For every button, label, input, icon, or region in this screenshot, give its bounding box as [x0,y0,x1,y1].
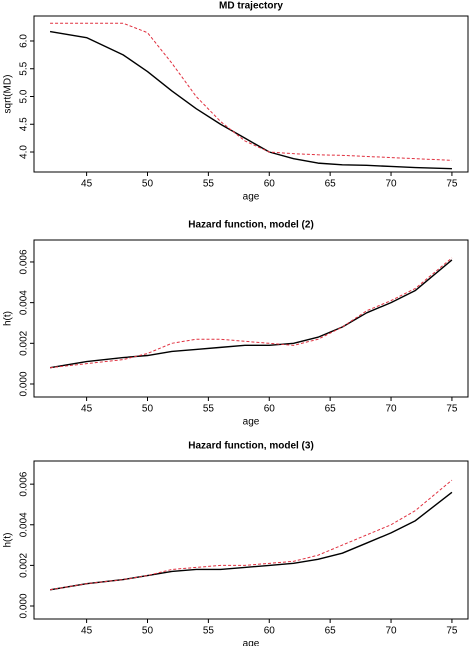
y-tick-label: 0.004 [19,512,30,537]
x-tick-label: 65 [325,404,337,415]
series-line [50,22,452,161]
x-tick-label: 75 [446,626,458,637]
chart-title: Hazard function, model (2) [188,220,314,231]
x-tick-label: 75 [446,404,458,415]
x-tick-label: 45 [81,179,93,190]
series-line [49,479,453,591]
x-tick-label: 70 [385,179,397,190]
y-tick-label: 5.5 [19,61,30,75]
y-tick-label: 0.000 [19,593,30,618]
x-tick-label: 55 [203,179,215,190]
y-tick-label: 0.006 [19,471,30,496]
x-tick-label: 45 [81,626,93,637]
y-tick-label: 0.006 [19,249,30,274]
x-tick-label: 55 [203,404,215,415]
plot-frame [33,15,469,173]
x-tick-label: 50 [142,626,154,637]
plot-frame [33,460,469,620]
x-axis-label: age [243,192,260,203]
x-tick-label: 70 [385,404,397,415]
x-tick-label: 60 [264,626,276,637]
x-tick-label: 75 [446,179,458,190]
series-line [50,257,453,369]
y-tick-label: 0.002 [19,552,30,577]
y-tick-label: 0.000 [19,371,30,396]
y-tick-label: 5.0 [19,89,30,103]
x-axis-label: age [243,639,260,646]
x-tick-label: 45 [81,404,93,415]
chart-title: MD trajectory [219,1,283,12]
y-tick-label: 4.5 [19,117,30,131]
series-line [49,491,453,591]
y-tick-label: 0.004 [19,290,30,315]
x-tick-label: 65 [325,626,337,637]
x-tick-label: 55 [203,626,215,637]
x-tick-label: 50 [142,179,154,190]
x-tick-label: 70 [385,626,397,637]
y-axis-label: h(t) [3,533,14,548]
x-tick-label: 60 [264,404,276,415]
x-tick-label: 50 [142,404,154,415]
x-tick-label: 60 [264,179,276,190]
y-tick-label: 4.0 [19,145,30,159]
series-line [49,259,453,369]
plot-frame [33,239,469,398]
y-axis-label: h(t) [3,311,14,326]
series-line [49,30,452,170]
x-tick-label: 65 [325,179,337,190]
y-tick-label: 0.002 [19,330,30,355]
x-axis-label: age [243,417,260,428]
chart-title: Hazard function, model (3) [188,441,314,452]
y-axis-label: sqrt(MD) [3,75,14,114]
y-tick-label: 6.0 [19,34,30,48]
